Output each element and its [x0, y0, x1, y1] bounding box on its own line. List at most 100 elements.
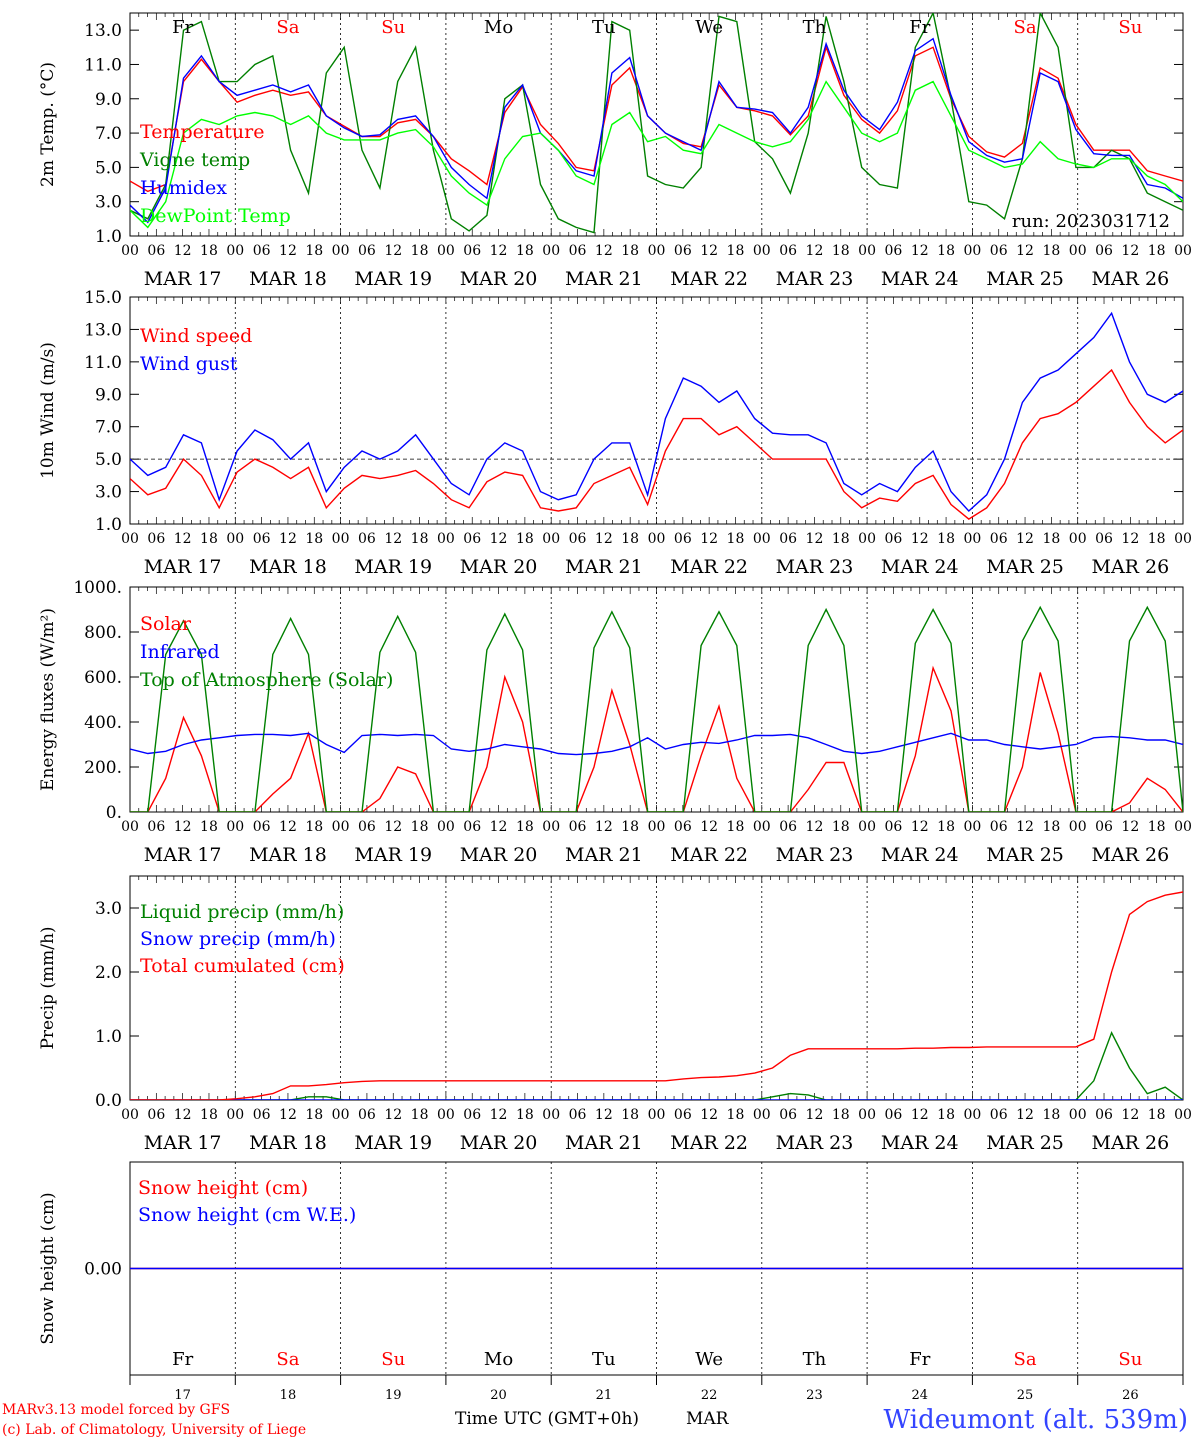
- y-tick-label: 3.0: [95, 483, 122, 503]
- hour-tick-label: 00: [121, 819, 139, 835]
- date-label: MAR 25: [986, 844, 1064, 866]
- hour-tick-label: 18: [1042, 819, 1060, 835]
- day-number-label: 18: [280, 1388, 297, 1403]
- hour-tick-label: 00: [753, 531, 771, 547]
- hour-tick-label: 06: [885, 819, 903, 835]
- hour-tick-label: 12: [174, 819, 192, 835]
- hour-tick-label: 12: [1016, 1107, 1034, 1123]
- hour-tick-label: 18: [727, 243, 745, 259]
- hour-tick-label: 06: [253, 819, 271, 835]
- footer: MARv3.13 model forced by GFS (c) Lab. of…: [2, 1402, 1188, 1438]
- y-tick-label: 3.0: [95, 899, 122, 919]
- hour-tick-label: 00: [121, 531, 139, 547]
- panel-1: 1.0 3.0 5.0 7.0 9.0 11.0 13.0 2m Temp. (°C) Temp…: [38, 12, 1192, 290]
- weekday-label: Sa: [1014, 1349, 1037, 1370]
- hour-tick-label: 12: [700, 531, 718, 547]
- day-number-label: 25: [1017, 1388, 1034, 1403]
- date-label: MAR 24: [881, 1132, 959, 1154]
- weekday-label: Sa: [276, 1349, 299, 1370]
- weekday-label: Fr: [909, 1349, 930, 1370]
- panel-5: 0.00 Snow height (cm) Snow height (cm) Snow…: [38, 1161, 1184, 1403]
- hour-tick-label: 00: [226, 243, 244, 259]
- hour-tick-label: 18: [937, 531, 955, 547]
- date-label: MAR 18: [249, 844, 327, 866]
- weekday-label: We: [695, 17, 723, 38]
- date-label: MAR 17: [144, 268, 222, 290]
- hour-tick-label: 12: [595, 243, 613, 259]
- y-tick-label: 600.: [84, 668, 122, 688]
- hour-tick-label: 06: [779, 819, 797, 835]
- day-number-label: 19: [385, 1388, 402, 1403]
- hour-tick-label: 18: [305, 531, 323, 547]
- hour-tick-label: 06: [779, 243, 797, 259]
- series-line: [130, 311, 1183, 512]
- weekday-label: We: [695, 1349, 723, 1370]
- hour-tick-label: 12: [384, 1107, 402, 1123]
- hour-tick-label: 18: [727, 531, 745, 547]
- date-label: MAR 18: [249, 1132, 327, 1154]
- hour-tick-label: 06: [358, 531, 376, 547]
- date-label: MAR 26: [1091, 844, 1169, 866]
- hour-tick-label: 00: [121, 243, 139, 259]
- hour-tick-label: 12: [490, 819, 508, 835]
- weekday-label: Sa: [1014, 17, 1037, 38]
- hour-tick-label: 00: [121, 1107, 139, 1123]
- weekday-label: Sa: [276, 17, 299, 38]
- hour-tick-label: 12: [806, 531, 824, 547]
- weekday-label: Mo: [484, 17, 513, 38]
- hour-tick-label: 18: [305, 243, 323, 259]
- station-name: Wideumont (alt. 539m): [884, 1405, 1188, 1435]
- date-label: MAR 20: [460, 556, 538, 578]
- hour-tick-label: 00: [1174, 531, 1192, 547]
- hour-tick-label: 18: [727, 1107, 745, 1123]
- hour-tick-label: 06: [1095, 243, 1113, 259]
- weekday-label: Su: [381, 17, 405, 38]
- date-label: MAR 22: [670, 556, 748, 578]
- date-label: MAR 21: [565, 556, 643, 578]
- hour-tick-label: 18: [937, 1107, 955, 1123]
- hour-tick-label: 06: [358, 243, 376, 259]
- hour-tick-label: 00: [648, 243, 666, 259]
- hour-tick-label: 12: [911, 819, 929, 835]
- date-label: MAR 21: [565, 844, 643, 866]
- y-tick-label: 1.0: [95, 515, 122, 535]
- hour-tick-label: 12: [1121, 1107, 1139, 1123]
- date-label: MAR 22: [670, 1132, 748, 1154]
- date-label: MAR 19: [354, 844, 432, 866]
- hour-tick-label: 06: [779, 531, 797, 547]
- weekday-label: Fr: [172, 17, 193, 38]
- day-number-label: 21: [596, 1388, 613, 1403]
- date-label: MAR 25: [986, 556, 1064, 578]
- hour-tick-label: 00: [858, 1107, 876, 1123]
- hour-tick-label: 06: [147, 1107, 165, 1123]
- hour-tick-label: 00: [753, 243, 771, 259]
- date-label: MAR 23: [776, 844, 854, 866]
- hour-tick-label: 18: [621, 1107, 639, 1123]
- series-line: [130, 37, 1183, 224]
- hour-tick-label: 06: [463, 531, 481, 547]
- hour-tick-label: 12: [279, 531, 297, 547]
- hour-tick-label: 18: [411, 243, 429, 259]
- hour-tick-label: 12: [806, 819, 824, 835]
- hour-tick-label: 06: [674, 243, 692, 259]
- hour-tick-label: 06: [463, 243, 481, 259]
- y-tick-label: 9.0: [95, 90, 122, 110]
- hour-tick-label: 18: [200, 243, 218, 259]
- hour-tick-label: 00: [963, 819, 981, 835]
- day-number-label: 26: [1122, 1388, 1139, 1403]
- date-label: MAR 26: [1091, 556, 1169, 578]
- hour-tick-label: 00: [858, 819, 876, 835]
- legend-entry: Humidex: [140, 177, 227, 199]
- y-tick-label: 1000.: [73, 578, 122, 598]
- hour-tick-label: 00: [437, 819, 455, 835]
- hour-tick-label: 12: [490, 243, 508, 259]
- date-label: MAR 17: [144, 844, 222, 866]
- hour-tick-label: 12: [700, 243, 718, 259]
- legend-entry: Vigne temp: [139, 149, 250, 171]
- panel-2: 1.0 3.0 5.0 7.0 9.0 11.0 13.0 15.0 10m Wind (m/s…: [38, 288, 1192, 578]
- hour-tick-label: 00: [1069, 1107, 1087, 1123]
- hour-tick-label: 00: [332, 1107, 350, 1123]
- legend-entry: Liquid precip (mm/h): [140, 901, 344, 923]
- y-tick-label: 2.0: [95, 963, 122, 983]
- date-label: MAR 22: [670, 844, 748, 866]
